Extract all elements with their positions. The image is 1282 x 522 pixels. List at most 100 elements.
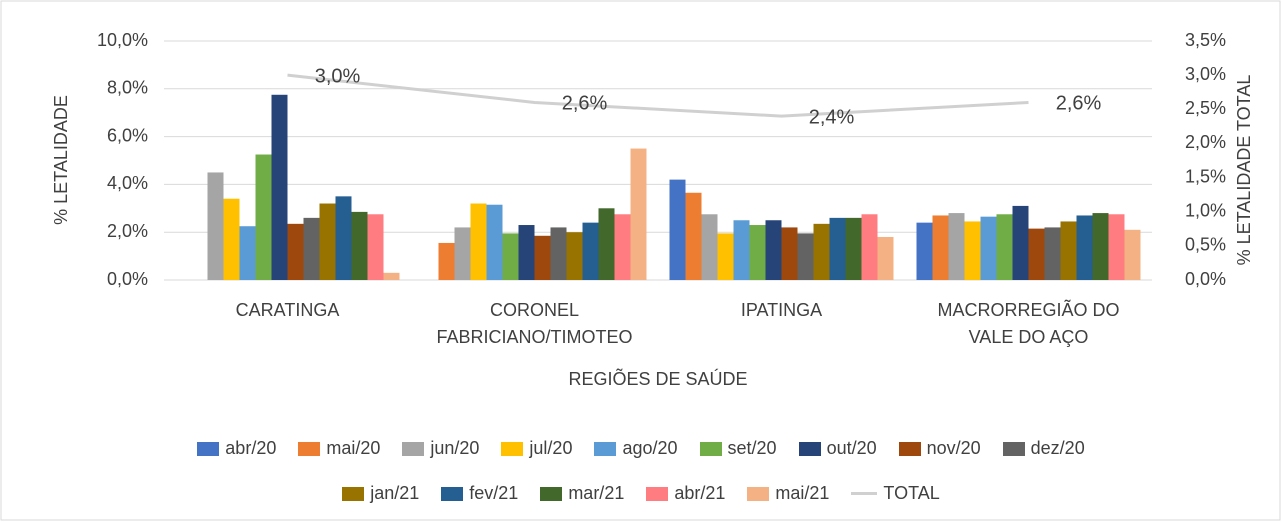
bar [470, 203, 487, 280]
bar [550, 227, 567, 280]
data-label: 2,6% [562, 93, 608, 115]
bar [948, 213, 965, 280]
bar [367, 214, 384, 280]
legend-label: mar/21 [568, 483, 625, 503]
legend-key [594, 441, 617, 456]
bar [534, 235, 551, 280]
legend-key [540, 486, 563, 501]
y-tick-label: 2,0% [107, 221, 148, 241]
bar [1092, 213, 1109, 280]
x-tick-label: CARATINGA [235, 300, 340, 320]
bar [877, 236, 894, 280]
legend-key [646, 486, 669, 501]
bar [566, 232, 583, 280]
legend-item: nov/20 [898, 438, 981, 459]
bar [701, 214, 718, 280]
bar [1076, 215, 1093, 280]
bar [1124, 229, 1141, 280]
legend-item: set/20 [699, 438, 777, 459]
legend-item: jun/20 [402, 438, 479, 459]
y2-tick-label: 3,5% [1185, 30, 1226, 50]
legend-item: ago/20 [594, 438, 678, 459]
bar [630, 148, 647, 280]
bar [717, 233, 734, 280]
bar [335, 196, 352, 280]
bar [454, 227, 471, 280]
bar [303, 217, 320, 280]
legend-row: jan/21 fev/21 mar/21 abr/21 mai/21 TOTAL [0, 483, 1282, 504]
bar [829, 217, 846, 280]
bar [351, 211, 368, 280]
x-axis-title: REGIÕES DE SAÚDE [568, 368, 747, 389]
y2-tick-label: 3,0% [1185, 64, 1226, 84]
legend-label: nov/20 [926, 438, 981, 458]
legend-label: abr/20 [225, 438, 277, 458]
legend-label: set/20 [727, 438, 777, 458]
data-label: 2,4% [809, 106, 855, 128]
bar [1044, 227, 1061, 280]
y-tick-label: 4,0% [107, 173, 148, 193]
x-tick-label: CORONEL FABRICIANO/TIMOTEO [436, 300, 633, 347]
legend-label: fev/21 [469, 483, 519, 503]
bar [964, 221, 981, 280]
bar [271, 94, 288, 281]
y2-tick-label: 0,0% [1185, 269, 1226, 289]
y-tick-label: 10,0% [97, 30, 148, 50]
legend-item: TOTAL [851, 483, 940, 504]
legend-key [851, 492, 878, 495]
y-tick-label: 0,0% [107, 269, 148, 289]
legend-row: abr/20 mai/20 jun/20 jul/20 ago/20 set/20 out/… [0, 438, 1282, 459]
legend-key [699, 441, 722, 456]
bar [255, 154, 272, 280]
legend-label: out/20 [826, 438, 877, 458]
legend-item: abr/20 [197, 438, 276, 459]
y2-axis-title: % LETALIDADE TOTAL [1234, 75, 1254, 266]
bar [518, 225, 535, 280]
bar [861, 214, 878, 280]
bar [614, 214, 631, 280]
legend-item: mar/21 [540, 483, 624, 504]
bar [797, 233, 814, 280]
data-label: 3,0% [315, 65, 361, 87]
bar [239, 226, 256, 280]
y-tick-label: 8,0% [107, 78, 148, 98]
legend-label: jan/21 [370, 483, 420, 503]
y2-tick-label: 2,0% [1185, 132, 1226, 152]
legend-key [898, 441, 921, 456]
y2-tick-label: 0,5% [1185, 235, 1226, 255]
legend-item: abr/21 [646, 483, 725, 504]
bar [1012, 205, 1029, 280]
legend-key [441, 486, 464, 501]
bar [598, 208, 615, 280]
bar [1060, 221, 1077, 280]
legend-label: ago/20 [622, 438, 678, 458]
bar [980, 216, 997, 280]
bar [765, 220, 782, 280]
bar [932, 215, 949, 280]
data-label: 2,6% [1056, 93, 1102, 115]
legend-key [298, 441, 321, 456]
bar [223, 198, 240, 280]
bar [383, 272, 400, 280]
bar [438, 242, 455, 280]
x-tick-label: IPATINGA [740, 300, 823, 320]
legend-label: mai/20 [326, 438, 381, 458]
bar [1028, 228, 1045, 280]
bar [319, 203, 336, 280]
legend-item: mai/20 [298, 438, 380, 459]
legend-key [197, 441, 220, 456]
legend-label: mai/21 [775, 483, 830, 503]
legend-item: out/20 [798, 438, 877, 459]
total-line [287, 73, 1029, 118]
y2-tick-label: 1,0% [1185, 200, 1226, 220]
bar [1108, 214, 1125, 280]
bar [813, 223, 830, 280]
y2-tick-label: 2,5% [1185, 98, 1226, 118]
y2-tick-label: 1,5% [1185, 166, 1226, 186]
bar [582, 222, 599, 280]
legend-key [747, 486, 770, 501]
legend-label: dez/20 [1030, 438, 1085, 458]
